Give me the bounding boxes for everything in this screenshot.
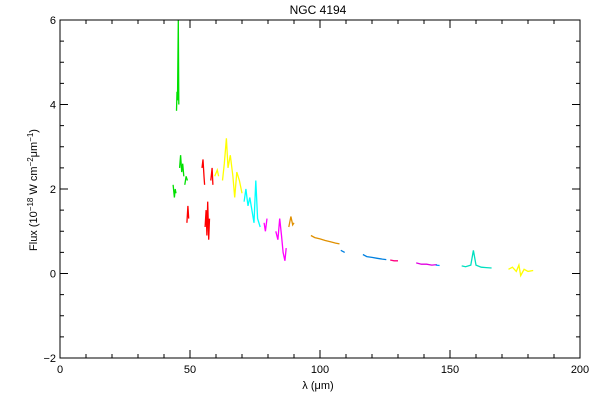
- x-tick-label: 150: [441, 364, 459, 376]
- x-tick-label: 200: [571, 364, 589, 376]
- spectrum-segment-7: [210, 167, 214, 185]
- spectrum-segment-14: [310, 234, 340, 245]
- spectrum-segment-8: [214, 167, 220, 177]
- spectrum-segment-0: [175, 19, 180, 111]
- spectrum-segment-5: [201, 159, 206, 185]
- y-tick-label: 0: [50, 269, 56, 281]
- y-axis-label-part-1: −18: [26, 197, 35, 211]
- y-tick-label: −2: [43, 353, 56, 365]
- y-axis-label: Flux (10−18 W cm−2μm−1): [26, 129, 41, 251]
- spectrum-segment-4: [186, 205, 190, 223]
- spectrum-segment-18: [416, 262, 438, 266]
- spectrum-segment-11: [263, 218, 268, 232]
- y-tick-label: 6: [50, 15, 56, 27]
- y-axis-label-part-0: Flux (10: [28, 211, 40, 251]
- spectrum-segment-1: [172, 184, 177, 198]
- series-layer: [172, 19, 534, 278]
- y-tick-label: 2: [50, 184, 56, 196]
- spectrum-segment-2: [178, 155, 185, 177]
- y-axis-label-part-3: −2: [26, 157, 35, 167]
- spectrum-segment-17: [390, 259, 398, 262]
- spectrum-segment-20: [461, 250, 492, 269]
- spectrum-segment-12: [275, 218, 287, 261]
- spectrum-segment-6: [204, 201, 211, 240]
- chart-title: NGC 4194: [290, 3, 347, 17]
- spectrum-segment-16: [362, 253, 387, 261]
- spectrum-segment-13: [288, 216, 295, 228]
- x-tick-label: 50: [184, 364, 196, 376]
- spectrum-segment-9: [221, 138, 243, 198]
- y-axis-label-part-5: −1: [26, 132, 35, 142]
- y-axis-label-part-4: μm: [28, 142, 40, 158]
- spectrum-segment-15: [340, 249, 346, 253]
- x-tick-label: 100: [311, 364, 329, 376]
- spectrum-segment-10: [243, 180, 261, 228]
- y-tick-label: 4: [50, 100, 56, 112]
- y-axis-label-part-2: W cm: [28, 166, 40, 197]
- x-axis-label: λ (μm): [302, 380, 333, 392]
- spectrum-segment-21: [508, 262, 534, 278]
- spectrum-segment-3: [184, 176, 189, 185]
- y-axis-label-part-6: ): [28, 129, 40, 133]
- x-tick-label: 0: [57, 364, 63, 376]
